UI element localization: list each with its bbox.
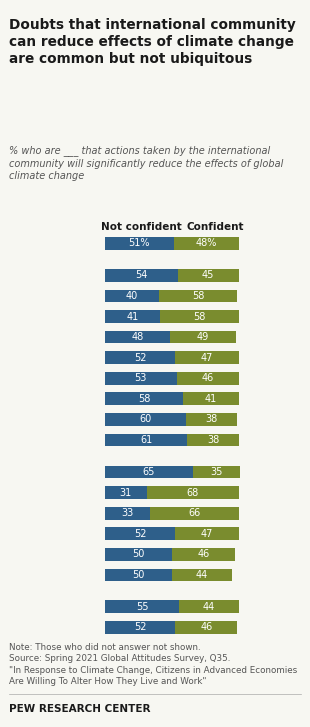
Text: PEW RESEARCH CENTER: PEW RESEARCH CENTER xyxy=(9,704,151,714)
Text: 49: 49 xyxy=(197,332,209,342)
Text: 46: 46 xyxy=(200,622,212,632)
Bar xyxy=(105,289,159,302)
Bar xyxy=(186,413,237,426)
Bar xyxy=(175,351,239,364)
Bar xyxy=(105,331,170,343)
Text: 54: 54 xyxy=(135,270,148,281)
Text: 46: 46 xyxy=(197,550,210,559)
Text: 41: 41 xyxy=(126,311,139,321)
Bar xyxy=(160,310,239,323)
Text: 47: 47 xyxy=(201,353,213,363)
Text: 33: 33 xyxy=(121,508,133,518)
Text: 50: 50 xyxy=(133,570,145,580)
Bar xyxy=(187,434,239,446)
Text: 51%: 51% xyxy=(129,238,150,249)
Bar xyxy=(175,621,237,634)
Bar xyxy=(105,465,193,478)
Text: 46: 46 xyxy=(202,373,214,383)
Text: 38: 38 xyxy=(206,414,218,425)
Text: 58: 58 xyxy=(138,394,150,404)
Text: 55: 55 xyxy=(136,602,148,612)
Text: 58: 58 xyxy=(193,311,206,321)
Bar xyxy=(193,465,240,478)
Bar xyxy=(105,237,174,250)
Bar xyxy=(159,289,237,302)
Bar xyxy=(105,372,176,385)
Text: 48: 48 xyxy=(131,332,144,342)
Text: 38: 38 xyxy=(207,435,219,445)
Text: 66: 66 xyxy=(188,508,200,518)
Text: Doubts that international community
can reduce effects of climate change
are com: Doubts that international community can … xyxy=(9,18,296,65)
Bar xyxy=(172,548,235,561)
Text: Confident: Confident xyxy=(187,222,244,232)
Bar xyxy=(105,527,175,540)
Text: 52: 52 xyxy=(134,622,146,632)
Text: 53: 53 xyxy=(135,373,147,383)
Bar xyxy=(105,601,179,613)
Text: 47: 47 xyxy=(201,529,213,539)
Text: 58: 58 xyxy=(192,291,204,301)
Bar xyxy=(178,269,239,282)
Text: 44: 44 xyxy=(196,570,208,580)
Text: 45: 45 xyxy=(202,270,215,281)
Bar xyxy=(105,569,172,582)
Bar xyxy=(175,527,239,540)
Text: % who are ___ that actions taken by the international
community will significant: % who are ___ that actions taken by the … xyxy=(9,145,284,181)
Bar xyxy=(105,548,172,561)
Bar xyxy=(105,351,175,364)
Text: 50: 50 xyxy=(133,550,145,559)
Bar xyxy=(179,601,239,613)
Bar xyxy=(149,507,239,520)
Text: 60: 60 xyxy=(140,414,152,425)
Bar xyxy=(105,621,175,634)
Bar xyxy=(172,569,232,582)
Bar xyxy=(105,413,186,426)
Text: Note: Those who did not answer not shown.
Source: Spring 2021 Global Attitudes S: Note: Those who did not answer not shown… xyxy=(9,643,298,686)
Bar xyxy=(105,434,187,446)
Bar xyxy=(105,393,183,405)
Text: 52: 52 xyxy=(134,529,146,539)
Bar xyxy=(174,237,239,250)
Text: 44: 44 xyxy=(203,602,215,612)
Text: 48%: 48% xyxy=(196,238,217,249)
Bar xyxy=(105,310,160,323)
Bar xyxy=(147,486,239,499)
Bar xyxy=(105,269,178,282)
Text: 52: 52 xyxy=(134,353,146,363)
Text: 61: 61 xyxy=(140,435,152,445)
Bar xyxy=(183,393,239,405)
Bar xyxy=(105,507,149,520)
Text: 41: 41 xyxy=(205,394,217,404)
Bar xyxy=(170,331,236,343)
Bar xyxy=(176,372,239,385)
Text: Not confident: Not confident xyxy=(101,222,182,232)
Text: 68: 68 xyxy=(187,488,199,497)
Text: 40: 40 xyxy=(126,291,138,301)
Text: 65: 65 xyxy=(143,467,155,477)
Text: 31: 31 xyxy=(120,488,132,497)
Bar xyxy=(105,486,147,499)
Text: 35: 35 xyxy=(210,467,223,477)
